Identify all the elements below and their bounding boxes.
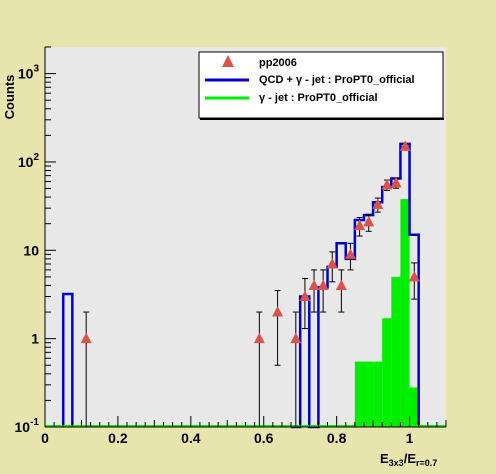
gamma-jet-bin <box>409 387 419 427</box>
gamma-jet-bin <box>400 199 410 427</box>
legend-label: pp2006 <box>259 57 297 69</box>
y-axis-title: Counts <box>2 75 17 120</box>
x-axis-title-sub2: r=0.7 <box>416 458 437 468</box>
y-tick-label-base: 10 <box>18 154 34 170</box>
x-axis-title-sub1: 3x3 <box>389 458 404 468</box>
pp2006-data-point <box>299 290 311 301</box>
x-tick-label: 0.4 <box>181 430 201 446</box>
legend-marker-triangle <box>222 55 234 67</box>
x-axis-title-main: E <box>380 451 389 466</box>
pp2006-data-point <box>253 332 265 344</box>
pp2006-data-point <box>317 279 329 290</box>
pp2006-data-point <box>363 215 375 227</box>
legend-label: γ - jet : ProPT0_official <box>259 92 378 104</box>
pp2006-data-point <box>344 248 356 259</box>
y-tick-label-base: 10 <box>18 66 34 82</box>
y-tick-label-base: 10 <box>15 419 31 435</box>
y-tick-label: 10 <box>23 242 39 258</box>
pp2006-data-point <box>372 198 384 209</box>
legend-label: QCD + γ - jet : ProPT0_official <box>259 74 415 86</box>
pp2006-data-point <box>390 176 402 188</box>
y-tick-label: 10-1 <box>15 417 40 435</box>
legend-box <box>198 51 444 119</box>
gamma-jet-bin <box>391 276 401 427</box>
pp2006-data-point <box>272 306 284 317</box>
x-axis-title: E3x3/Er=0.7 <box>380 451 437 468</box>
y-tick-label: 103 <box>18 64 40 82</box>
pp2006-data-points <box>80 140 420 428</box>
x-tick-label: 0.6 <box>254 430 274 446</box>
legend: pp2006 QCD + γ - jet : ProPT0_official γ -… <box>198 51 444 120</box>
pp2006-data-point <box>354 219 366 231</box>
gamma-jet-bin <box>363 361 374 427</box>
pp2006-data-point <box>399 140 411 151</box>
gamma-jet-histogram <box>354 199 419 427</box>
qcd-gamma-jet-step <box>61 292 74 427</box>
y-tick-label: 1 <box>31 331 39 347</box>
gamma-jet-bin <box>382 318 392 427</box>
pp2006-data-point <box>80 332 92 344</box>
x-tick-label: 0.8 <box>327 430 347 446</box>
y-tick-label-exponent: -1 <box>30 417 39 428</box>
pp2006-data-point <box>408 270 420 282</box>
pp2006-data-point <box>381 178 393 190</box>
y-tick-label: 102 <box>18 152 40 170</box>
pp2006-data-point <box>290 332 302 344</box>
gamma-jet-bin <box>373 361 383 427</box>
x-tick-label: 0 <box>41 430 49 446</box>
x-tick-label: 1 <box>406 430 414 446</box>
y-tick-label-exponent: 2 <box>33 152 39 163</box>
y-tick-label-exponent: 3 <box>33 64 39 75</box>
pp2006-data-point <box>326 257 338 269</box>
y-tick-label-base: 10 <box>23 242 39 258</box>
x-tick-label: 0.2 <box>108 430 128 446</box>
gamma-jet-bin <box>354 361 364 427</box>
pp2006-data-point <box>308 279 320 290</box>
x-axis-title-mid: /E <box>404 451 417 466</box>
pp2006-data-point <box>335 279 347 290</box>
y-tick-label-base: 1 <box>31 331 39 347</box>
